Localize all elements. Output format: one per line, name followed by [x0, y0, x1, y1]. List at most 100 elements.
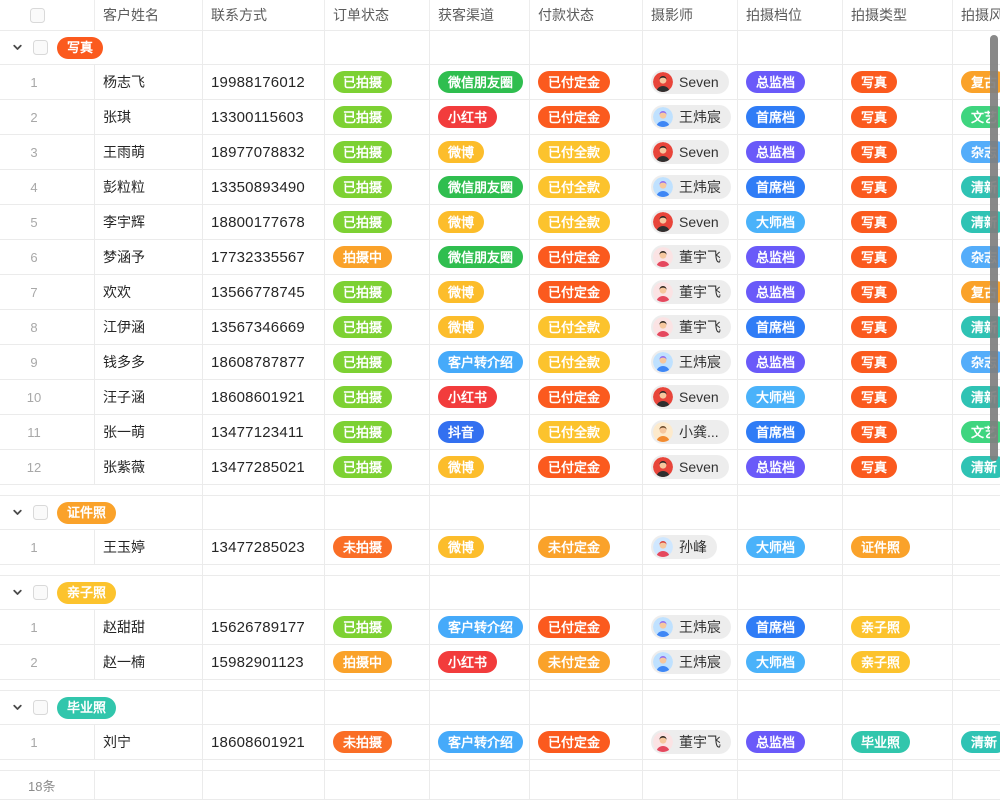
cell-type[interactable]: 写真	[843, 100, 953, 134]
cell-photographer[interactable]: Seven	[643, 380, 738, 414]
group-empty-cell[interactable]	[738, 576, 843, 609]
cell-tier[interactable]: 总监档	[738, 65, 843, 99]
group-row-handle[interactable]: 写真	[0, 31, 203, 64]
group-row-handle[interactable]: 亲子照	[0, 576, 203, 609]
cell-order-status[interactable]: 已拍摄	[325, 610, 430, 644]
cell-payment-status[interactable]: 已付定金	[530, 450, 643, 484]
cell-name[interactable]: 汪子涵	[95, 380, 203, 414]
cell-payment-status[interactable]: 已付定金	[530, 275, 643, 309]
group-checkbox[interactable]	[33, 505, 48, 520]
cell-name[interactable]: 欢欢	[95, 275, 203, 309]
cell-phone[interactable]: 13350893490	[203, 170, 325, 204]
cell-tier[interactable]: 首席档	[738, 310, 843, 344]
cell-name[interactable]: 赵甜甜	[95, 610, 203, 644]
cell-name[interactable]: 杨志飞	[95, 65, 203, 99]
group-empty-cell[interactable]	[530, 576, 643, 609]
cell-payment-status[interactable]: 已付全款	[530, 345, 643, 379]
column-header-tier[interactable]: 拍摄档位	[738, 0, 843, 30]
cell-order-status[interactable]: 未拍摄	[325, 725, 430, 759]
column-header-phone[interactable]: 联系方式	[203, 0, 325, 30]
cell-type[interactable]: 写真	[843, 65, 953, 99]
cell-phone[interactable]: 13566778745	[203, 275, 325, 309]
summary-cell[interactable]	[530, 771, 643, 799]
cell-row-handle[interactable]: 8	[0, 310, 95, 344]
cell-name[interactable]: 张一萌	[95, 415, 203, 449]
cell-name[interactable]: 江伊涵	[95, 310, 203, 344]
cell-tier[interactable]: 总监档	[738, 450, 843, 484]
cell-type[interactable]: 写真	[843, 240, 953, 274]
cell-phone[interactable]: 18977078832	[203, 135, 325, 169]
cell-type[interactable]: 证件照	[843, 530, 953, 564]
cell-order-status[interactable]: 已拍摄	[325, 135, 430, 169]
cell-type[interactable]: 写真	[843, 205, 953, 239]
cell-row-handle[interactable]: 6	[0, 240, 95, 274]
cell-name[interactable]: 张紫薇	[95, 450, 203, 484]
group-empty-cell[interactable]	[430, 691, 530, 724]
cell-phone[interactable]: 13567346669	[203, 310, 325, 344]
group-empty-cell[interactable]	[430, 496, 530, 529]
cell-name[interactable]: 王玉婷	[95, 530, 203, 564]
cell-payment-status[interactable]: 未付定金	[530, 530, 643, 564]
cell-name[interactable]: 钱多多	[95, 345, 203, 379]
summary-cell[interactable]	[430, 771, 530, 799]
chevron-down-icon[interactable]	[10, 586, 24, 600]
cell-style[interactable]	[953, 530, 1000, 564]
summary-cell[interactable]	[325, 771, 430, 799]
cell-phone[interactable]: 17732335567	[203, 240, 325, 274]
cell-name[interactable]: 李宇辉	[95, 205, 203, 239]
cell-payment-status[interactable]: 已付定金	[530, 610, 643, 644]
cell-payment-status[interactable]: 已付全款	[530, 310, 643, 344]
cell-channel[interactable]: 微博	[430, 310, 530, 344]
cell-type[interactable]: 写真	[843, 415, 953, 449]
column-header-name[interactable]: 客户姓名	[95, 0, 203, 30]
cell-name[interactable]: 梦涵予	[95, 240, 203, 274]
cell-row-handle[interactable]: 9	[0, 345, 95, 379]
cell-order-status[interactable]: 已拍摄	[325, 345, 430, 379]
cell-order-status[interactable]: 拍摄中	[325, 645, 430, 679]
column-header-order[interactable]: 订单状态	[325, 0, 430, 30]
cell-photographer[interactable]: 王炜宸	[643, 610, 738, 644]
cell-row-handle[interactable]: 2	[0, 645, 95, 679]
cell-style[interactable]	[953, 645, 1000, 679]
cell-row-handle[interactable]: 4	[0, 170, 95, 204]
group-empty-cell[interactable]	[325, 496, 430, 529]
column-header-style[interactable]: 拍摄风格	[953, 0, 1000, 30]
group-empty-cell[interactable]	[643, 576, 738, 609]
cell-photographer[interactable]: Seven	[643, 205, 738, 239]
cell-row-handle[interactable]: 2	[0, 100, 95, 134]
cell-channel[interactable]: 小红书	[430, 645, 530, 679]
vertical-scrollbar[interactable]	[990, 35, 998, 461]
cell-tier[interactable]: 大师档	[738, 530, 843, 564]
cell-phone[interactable]: 15982901123	[203, 645, 325, 679]
cell-row-handle[interactable]: 3	[0, 135, 95, 169]
cell-channel[interactable]: 微博	[430, 275, 530, 309]
group-empty-cell[interactable]	[325, 31, 430, 64]
cell-tier[interactable]: 首席档	[738, 610, 843, 644]
cell-row-handle[interactable]: 1	[0, 610, 95, 644]
cell-payment-status[interactable]: 未付定金	[530, 645, 643, 679]
cell-type[interactable]: 亲子照	[843, 645, 953, 679]
cell-channel[interactable]: 微信朋友圈	[430, 65, 530, 99]
cell-photographer[interactable]: 董宇飞	[643, 310, 738, 344]
cell-style[interactable]: 清新	[953, 725, 1000, 759]
group-empty-cell[interactable]	[953, 496, 1000, 529]
cell-order-status[interactable]: 已拍摄	[325, 170, 430, 204]
cell-photographer[interactable]: 董宇飞	[643, 275, 738, 309]
cell-type[interactable]: 写真	[843, 135, 953, 169]
cell-order-status[interactable]: 已拍摄	[325, 415, 430, 449]
cell-photographer[interactable]: 王炜宸	[643, 345, 738, 379]
group-empty-cell[interactable]	[430, 576, 530, 609]
summary-cell[interactable]	[95, 771, 203, 799]
cell-order-status[interactable]: 已拍摄	[325, 310, 430, 344]
cell-tier[interactable]: 大师档	[738, 645, 843, 679]
cell-type[interactable]: 亲子照	[843, 610, 953, 644]
cell-payment-status[interactable]: 已付全款	[530, 135, 643, 169]
cell-row-handle[interactable]: 11	[0, 415, 95, 449]
column-header-channel[interactable]: 获客渠道	[430, 0, 530, 30]
cell-phone[interactable]: 19988176012	[203, 65, 325, 99]
cell-phone[interactable]: 13477123411	[203, 415, 325, 449]
group-empty-cell[interactable]	[530, 31, 643, 64]
cell-photographer[interactable]: 董宇飞	[643, 240, 738, 274]
cell-photographer[interactable]: Seven	[643, 450, 738, 484]
cell-photographer[interactable]: 王炜宸	[643, 170, 738, 204]
